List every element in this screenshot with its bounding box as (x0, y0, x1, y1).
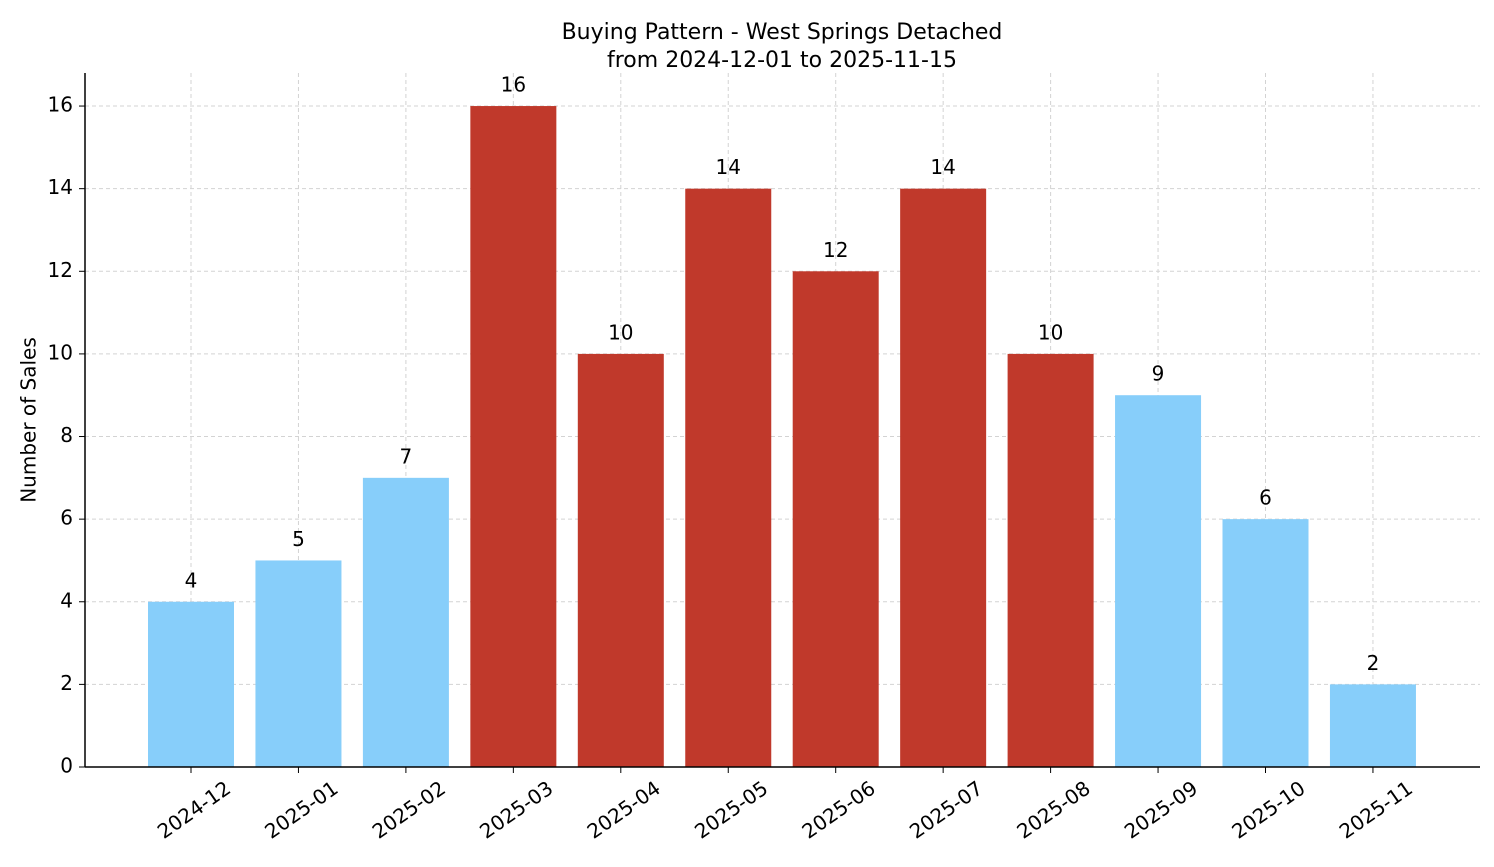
bar (1329, 684, 1416, 767)
x-tick-label: 2025-06 (797, 776, 879, 844)
y-tick-label: 12 (48, 258, 73, 282)
x-tick-label: 2025-11 (1335, 776, 1417, 844)
bars (148, 106, 1416, 768)
bar (148, 601, 234, 767)
data-label: 7 (400, 444, 413, 468)
data-label: 2 (1367, 651, 1380, 675)
y-axis-label: Number of Sales (17, 337, 41, 503)
x-tick-label: 2025-05 (690, 776, 772, 844)
bar (577, 353, 664, 767)
bar (1222, 519, 1309, 767)
chart-subtitle: from 2024-12-01 to 2025-11-15 (607, 48, 957, 73)
bar (900, 188, 987, 767)
x-tick-label: 2025-07 (905, 776, 987, 844)
bar (255, 560, 342, 767)
chart-title: Buying Pattern - West Springs Detached (562, 20, 1003, 45)
x-tick-label: 2025-10 (1227, 776, 1309, 844)
y-tick-label: 6 (60, 506, 73, 530)
y-tick-label: 8 (60, 423, 73, 447)
bar (1115, 395, 1202, 767)
data-label: 4 (185, 568, 198, 592)
x-tick-label: 2025-09 (1120, 776, 1202, 844)
data-label: 12 (823, 238, 848, 262)
x-tick-label: 2025-01 (260, 776, 342, 844)
x-tick-label: 2025-08 (1012, 776, 1094, 844)
data-label: 6 (1259, 486, 1272, 510)
y-tick-label: 2 (60, 671, 73, 695)
bar (362, 477, 449, 767)
x-tick-label: 2025-02 (368, 776, 450, 844)
x-tick-label: 2024-12 (153, 776, 235, 844)
data-label: 14 (716, 155, 741, 179)
bar (792, 271, 879, 767)
y-tick-label: 16 (48, 93, 73, 117)
data-label: 5 (292, 527, 305, 551)
data-label: 9 (1152, 362, 1165, 386)
y-tick-label: 10 (48, 340, 73, 364)
y-tick-label: 14 (48, 175, 73, 199)
y-tick-label: 4 (60, 588, 73, 612)
data-label: 10 (1038, 320, 1063, 344)
y-tick-label: 0 (60, 754, 73, 778)
bar (1007, 353, 1094, 767)
data-label: 10 (608, 320, 633, 344)
bar (470, 106, 557, 768)
data-label: 16 (501, 73, 526, 97)
bar (685, 188, 772, 767)
data-label: 14 (930, 155, 955, 179)
x-tick-label: 2025-03 (475, 776, 557, 844)
x-tick-label: 2025-04 (583, 776, 665, 844)
